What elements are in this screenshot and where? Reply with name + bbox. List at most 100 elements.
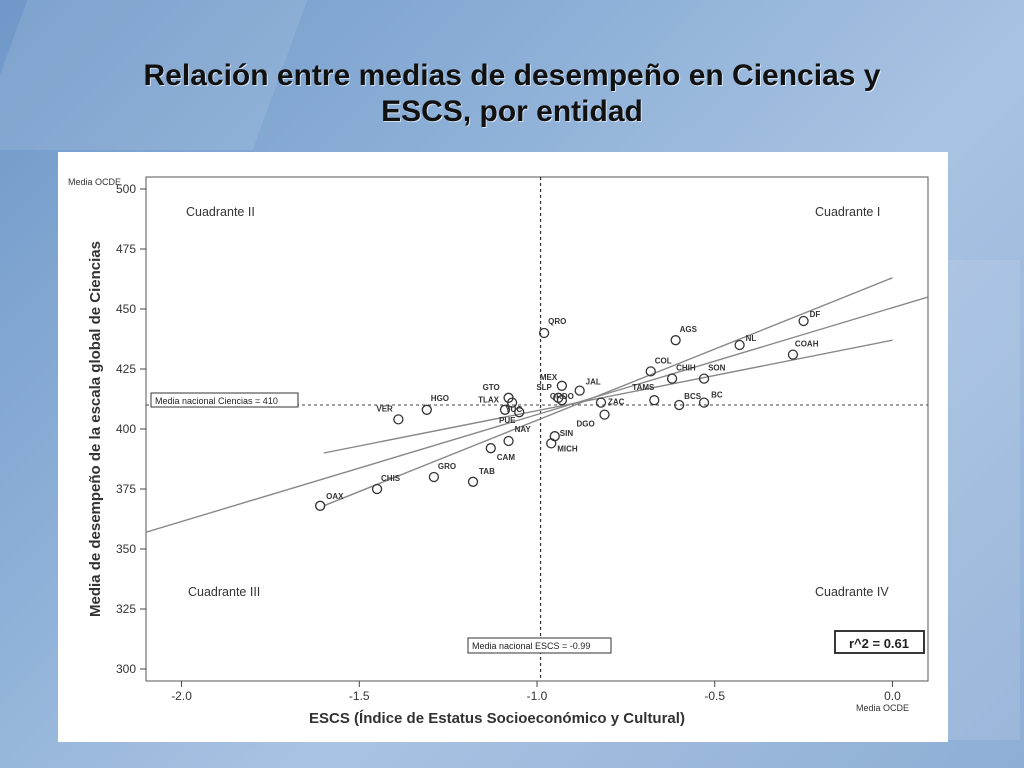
point-label-chih: CHIH (676, 364, 696, 373)
point-ags (670, 335, 681, 346)
y-tick-label: 375 (116, 482, 136, 496)
point-dgo (599, 409, 610, 420)
y-tick-label: 350 (116, 542, 136, 556)
y-tick-label: 425 (116, 362, 136, 376)
confidence-band-upper (323, 277, 893, 507)
point-ver (393, 414, 404, 425)
point-label-mex: MEX (540, 373, 558, 382)
point-label-coah: COAH (795, 340, 819, 349)
point-label-mich: MICH (557, 444, 578, 453)
point-label-nay: NAY (515, 425, 532, 434)
y-tick-label: 500 (116, 182, 136, 196)
national-science-label-box (150, 392, 299, 408)
point-label-df: DF (810, 310, 821, 319)
x-tick-label: 0.0 (884, 689, 901, 703)
point-zac (595, 397, 607, 408)
point-yuc (514, 407, 525, 418)
point-oax (315, 500, 326, 511)
point-label-gto: GTO (483, 383, 500, 392)
point-label-son: SON (708, 364, 726, 373)
point-label-bcs: BCS (684, 392, 702, 401)
point-label-slp: SLP (536, 383, 552, 392)
point-label-chis: CHIS (381, 474, 401, 483)
quadrant-label-3: Cuadrante III (188, 585, 260, 599)
point-label-tab: TAB (479, 467, 495, 476)
point-label-pue: PUE (499, 416, 516, 425)
y-tick-label: 450 (116, 302, 136, 316)
regression-lines (146, 277, 928, 533)
data-points: DF NL COAH AGS QRO COL CHIH SON TAMS BCS BC MEX JAL S… (315, 310, 821, 511)
national-escs-label: Media nacional ESCS = -0.99 (472, 641, 590, 651)
point-bcs (674, 399, 685, 411)
confidence-band-lower (323, 339, 893, 454)
point-bc (698, 397, 710, 408)
reference-lines (146, 177, 928, 681)
plot-frame (145, 176, 929, 682)
point-cam (485, 443, 496, 454)
regression-line (146, 296, 928, 533)
r2-label: r^2 = 0.61 (849, 636, 909, 651)
national-science-label: Media nacional Ciencias = 410 (155, 396, 278, 406)
y-tick-label: 400 (116, 422, 136, 436)
y-tick-label: 325 (116, 602, 136, 616)
point-mich (546, 438, 557, 449)
point-label-gro: GRO (438, 462, 456, 471)
point-label-jal: JAL (586, 378, 601, 387)
point-label-nl: NL (746, 334, 757, 343)
point-label-ags: AGS (680, 325, 698, 334)
point-tlax (506, 397, 518, 408)
point-col (645, 366, 656, 377)
point-label-cam: CAM (497, 453, 516, 462)
x-axis-label: ESCS (Índice de Estatus Socioeconómico y… (309, 710, 685, 727)
point-tams (649, 395, 660, 406)
slide-title-line-1: Relación entre medias de desempeño en Ci… (143, 59, 881, 92)
point-son (698, 373, 710, 384)
x-tick-label: -1.5 (349, 689, 370, 703)
x-tick-label: -2.0 (171, 689, 192, 703)
point-nay (503, 435, 514, 447)
point-label-tlax: TLAX (478, 396, 500, 405)
quadrant-label-1: Cuadrante I (815, 205, 880, 219)
point-hgo (421, 404, 432, 415)
x-tick-label: -1.0 (527, 689, 548, 703)
point-pue (499, 404, 511, 415)
x-axis-caption: Media OCDE (856, 703, 909, 713)
national-escs-label-box (467, 637, 612, 654)
point-label-oax: OAX (326, 492, 344, 501)
y-axis-caption: Media OCDE (68, 177, 121, 187)
y-tick-label: 475 (116, 242, 136, 256)
point-df (798, 315, 809, 327)
point-qrdo (556, 395, 568, 406)
x-tick-label: -0.5 (704, 689, 725, 703)
point-qro (538, 327, 550, 339)
point-coah (787, 349, 799, 360)
point-label-qro: QRO (548, 317, 566, 326)
point-label-qrdo: QRDO (550, 392, 574, 401)
point-label-sin: SIN (560, 429, 574, 438)
chart-figure: 300 325 350 375 400 425 450 475 500 -2.0 -1.5 -1.0 -… (58, 152, 948, 742)
point-label-tams: TAMS (632, 383, 655, 392)
point-label-bc: BC (711, 391, 723, 400)
point-gro (428, 471, 440, 483)
y-axis-label: Media de desempeño de la escala global d… (87, 241, 104, 617)
r2-box (834, 630, 925, 654)
point-tab (467, 476, 479, 487)
point-label-ver: VER (376, 404, 393, 413)
point-mex (556, 380, 568, 391)
point-label-hgo: HGO (431, 394, 449, 403)
point-label-zac: ZAC (608, 398, 625, 407)
scatter-chart: 300 325 350 375 400 425 450 475 500 -2.0 -1.5 -1.0 -… (68, 176, 929, 727)
point-label-col: COL (655, 356, 672, 365)
point-label-yuc: YUC (505, 405, 522, 414)
point-nl (734, 339, 745, 351)
point-jal (574, 385, 585, 396)
point-chih (666, 373, 678, 384)
y-tick-label: 300 (116, 662, 136, 676)
slide-title: Relación entre medias de desempeño en Ci… (0, 58, 1024, 130)
point-chis (371, 483, 383, 495)
quadrant-label-4: Cuadrante IV (815, 585, 889, 599)
axes: 300 325 350 375 400 425 450 475 500 -2.0 -1.5 -1.0 -… (116, 182, 901, 703)
quadrant-label-2: Cuadrante II (186, 205, 255, 219)
slide-title-line-2: ESCS, por entidad (381, 95, 643, 128)
point-label-dgo: DGO (577, 420, 595, 429)
